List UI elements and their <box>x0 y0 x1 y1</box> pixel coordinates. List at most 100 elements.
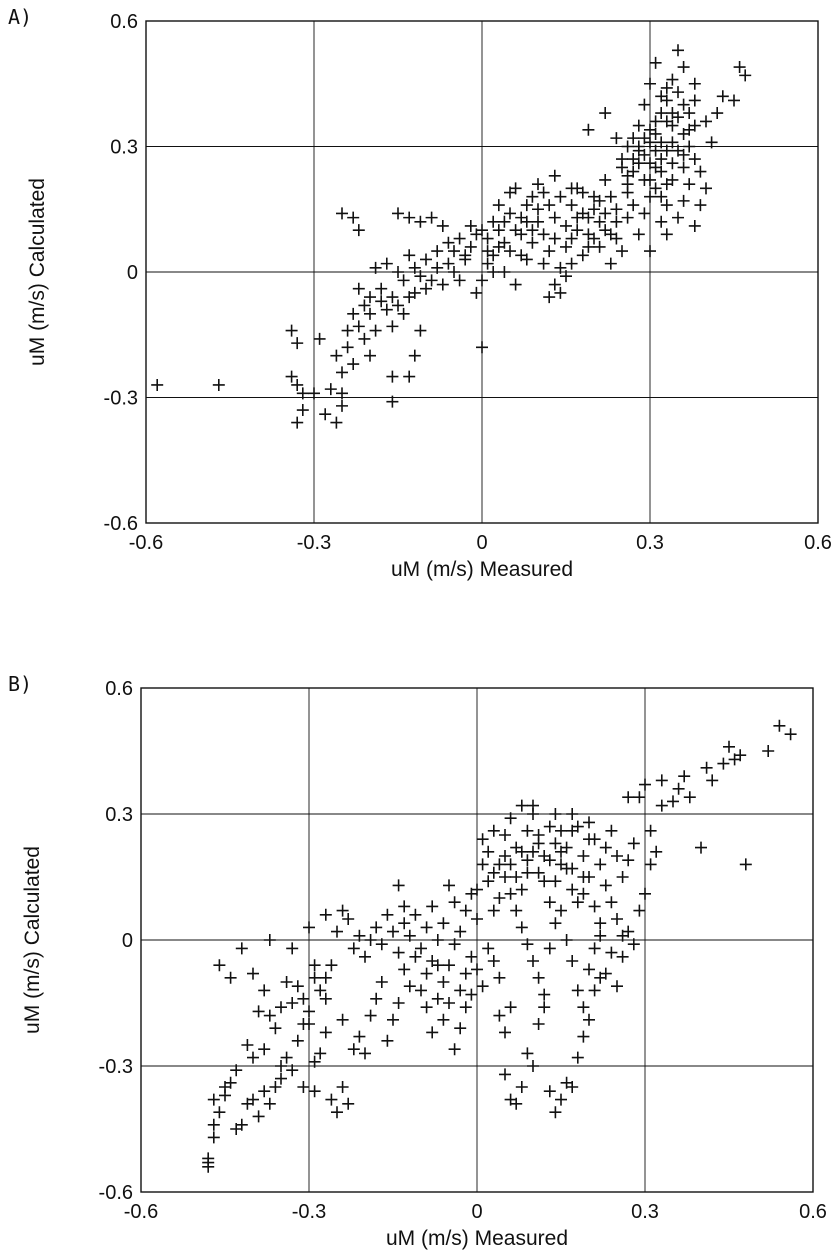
data-point <box>151 378 164 391</box>
data-point <box>638 207 651 220</box>
data-point <box>566 824 579 837</box>
data-point <box>599 173 612 186</box>
data-point <box>538 875 551 888</box>
data-point <box>526 236 539 249</box>
data-point <box>331 925 343 938</box>
data-point <box>230 1064 243 1077</box>
data-point <box>549 1106 562 1119</box>
data-point <box>588 203 600 216</box>
data-point <box>577 850 590 862</box>
data-point <box>504 1001 517 1014</box>
data-point <box>515 883 528 896</box>
data-point <box>436 219 449 232</box>
data-point <box>677 127 690 140</box>
data-point <box>583 833 595 846</box>
data-point <box>313 332 326 345</box>
x-tick-label: -0.3 <box>297 532 331 554</box>
data-point <box>515 845 528 858</box>
data-point <box>655 799 668 812</box>
data-point <box>492 199 505 212</box>
data-point <box>414 324 427 337</box>
data-point <box>465 950 478 963</box>
data-point <box>212 378 225 391</box>
data-point <box>431 934 444 946</box>
data-point <box>655 190 668 203</box>
data-point <box>666 157 679 170</box>
data-point <box>515 249 528 262</box>
y-tick-label: 0.6 <box>110 11 138 33</box>
data-point <box>705 136 718 149</box>
data-point <box>616 161 628 174</box>
data-point <box>303 1005 315 1018</box>
data-point <box>408 286 421 299</box>
data-point <box>734 749 747 762</box>
data-point <box>386 320 399 333</box>
data-point <box>308 1055 321 1068</box>
data-point <box>291 980 304 993</box>
data-point <box>644 824 657 837</box>
y-axis-title-a: uM (m/s) Calculated <box>26 178 49 366</box>
data-point <box>448 245 460 258</box>
data-point <box>577 1001 590 1014</box>
data-point <box>599 879 612 892</box>
data-point <box>241 1039 254 1051</box>
data-point <box>527 955 539 967</box>
data-point <box>583 1013 595 1026</box>
data-point <box>487 955 500 967</box>
data-point <box>392 997 405 1009</box>
data-point <box>420 1001 433 1014</box>
data-point <box>582 211 595 224</box>
x-tick-label: 0 <box>476 532 487 554</box>
data-point <box>688 94 701 107</box>
x-tick-label: -0.6 <box>124 1201 158 1223</box>
data-point <box>425 211 438 224</box>
data-point <box>296 387 309 400</box>
data-point <box>706 774 719 787</box>
data-point <box>275 1072 287 1085</box>
data-point <box>599 224 612 237</box>
data-point <box>303 1018 315 1030</box>
x-tick-label: -0.6 <box>129 532 163 554</box>
data-point <box>532 203 544 216</box>
data-point <box>543 854 556 867</box>
data-point <box>582 123 595 136</box>
data-point <box>667 795 679 808</box>
data-point <box>448 896 461 909</box>
data-point <box>565 232 578 245</box>
data-point <box>527 799 539 812</box>
x-tick-label: 0.6 <box>804 532 832 554</box>
data-point <box>403 370 416 383</box>
data-point <box>532 837 545 850</box>
data-point <box>583 963 595 976</box>
data-point <box>213 959 226 972</box>
data-point <box>352 320 365 333</box>
y-tick-label: 0 <box>127 262 138 284</box>
data-point <box>275 1060 287 1072</box>
data-point <box>493 858 506 871</box>
data-point <box>470 286 483 299</box>
data-point <box>364 307 376 320</box>
data-point <box>554 261 567 274</box>
data-point <box>549 917 562 930</box>
data-point <box>409 908 422 921</box>
data-point <box>291 378 304 391</box>
data-point <box>611 980 623 993</box>
data-point <box>548 278 561 291</box>
data-point <box>627 837 640 850</box>
data-point <box>464 240 477 253</box>
data-point <box>627 153 640 166</box>
data-point <box>504 887 517 900</box>
data-point <box>403 929 416 942</box>
data-point <box>739 858 752 871</box>
data-point <box>493 971 506 984</box>
data-point <box>677 161 690 174</box>
data-point <box>555 1093 567 1106</box>
data-point <box>487 904 500 917</box>
data-point <box>397 274 410 287</box>
data-point <box>520 199 533 212</box>
data-point <box>213 1106 226 1119</box>
data-point <box>224 971 237 984</box>
data-point <box>672 111 684 124</box>
data-point <box>398 963 411 976</box>
data-point <box>655 215 668 228</box>
